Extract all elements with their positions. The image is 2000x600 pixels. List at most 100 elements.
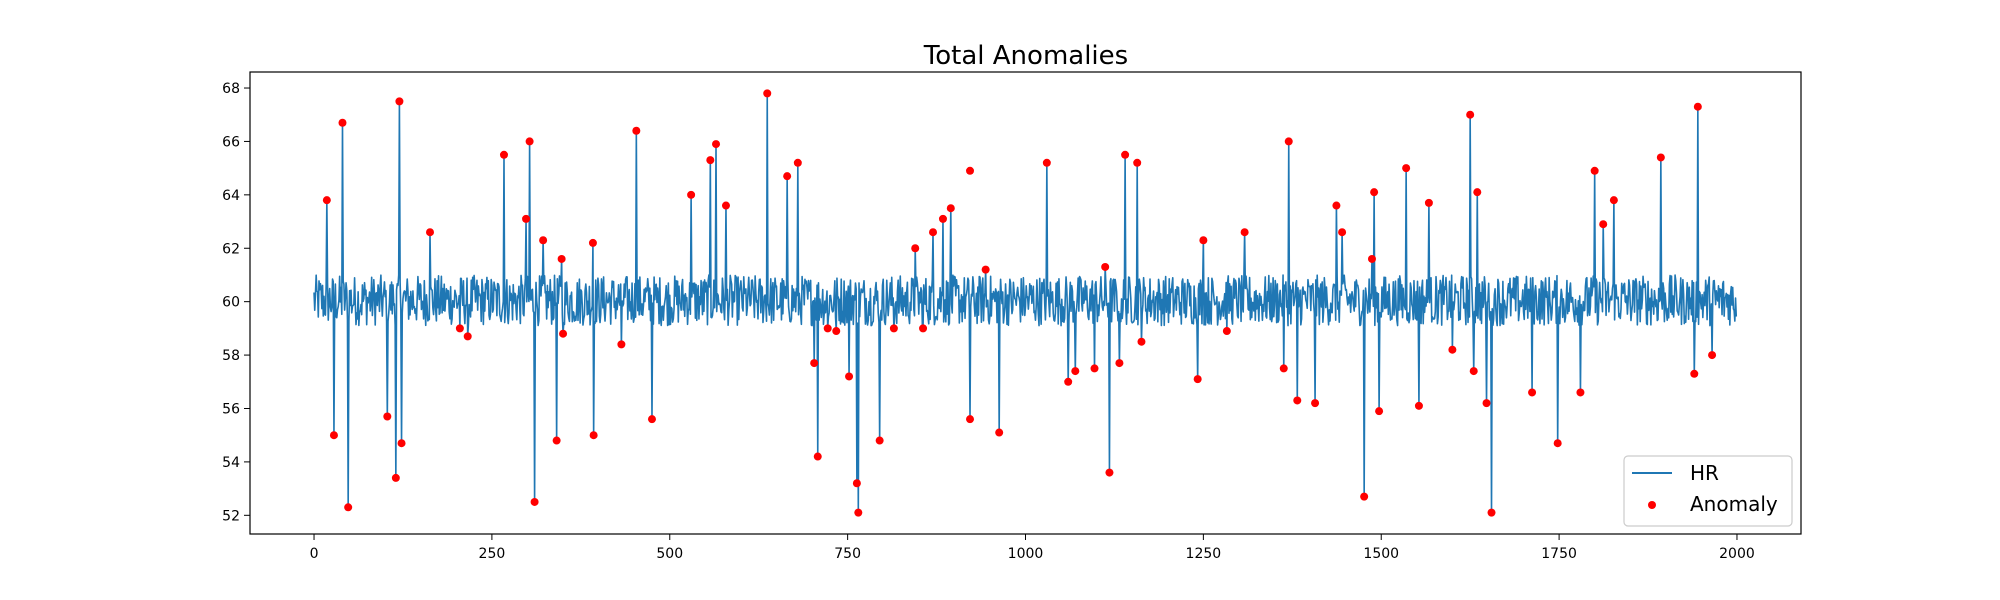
anomaly-point xyxy=(1482,399,1491,408)
anomaly-point xyxy=(522,214,531,223)
anomaly-point xyxy=(1338,228,1347,237)
anomaly-point xyxy=(1090,364,1099,373)
legend-hr-label: HR xyxy=(1690,461,1719,485)
anomaly-point xyxy=(946,204,955,213)
anomaly-point xyxy=(783,172,792,181)
y-tick-label: 60 xyxy=(222,295,240,311)
anomaly-point xyxy=(981,265,990,274)
anomaly-point xyxy=(1105,468,1114,477)
x-tick-label: 0 xyxy=(310,546,319,562)
anomaly-point xyxy=(1599,220,1608,229)
anomaly-point xyxy=(712,140,721,149)
anomaly-point xyxy=(1115,359,1124,368)
anomaly-point xyxy=(1656,153,1665,162)
anomaly-point xyxy=(1101,262,1110,271)
anomaly-point xyxy=(383,412,392,421)
anomaly-point xyxy=(966,415,975,424)
anomaly-point xyxy=(1360,492,1369,501)
anomaly-point xyxy=(845,372,854,381)
anomaly-point xyxy=(1064,377,1073,386)
anomaly-point xyxy=(1553,439,1562,448)
y-tick-label: 66 xyxy=(222,134,240,150)
anomaly-point xyxy=(1576,388,1585,397)
anomaly-point xyxy=(1222,327,1231,336)
anomaly-point xyxy=(832,327,841,336)
anomaly-point xyxy=(322,196,331,205)
anomaly-point xyxy=(721,201,730,210)
anomaly-point xyxy=(463,332,472,341)
y-tick-label: 54 xyxy=(222,455,240,471)
y-tick-label: 68 xyxy=(222,81,240,97)
anomaly-point xyxy=(1473,188,1482,197)
anomaly-point xyxy=(525,137,534,146)
x-tick-label: 1750 xyxy=(1541,546,1577,562)
anomaly-point xyxy=(1708,351,1717,360)
anomaly-point xyxy=(539,236,548,245)
hr-line-layer xyxy=(313,92,1738,514)
anomaly-point xyxy=(552,436,561,445)
y-tick-label: 56 xyxy=(222,401,240,417)
y-tick-label: 58 xyxy=(222,348,240,364)
anomaly-point xyxy=(344,503,353,512)
anomaly-point xyxy=(763,89,772,98)
y-axis: 52 54 56 58 60 62 64 66 68 xyxy=(222,81,250,524)
anomaly-point xyxy=(1466,110,1475,119)
y-tick-label: 52 xyxy=(222,508,240,524)
anomaly-point xyxy=(1402,164,1411,173)
anomaly-point xyxy=(329,431,338,440)
anomaly-point xyxy=(1469,367,1478,376)
x-tick-label: 500 xyxy=(656,546,683,562)
anomaly-point xyxy=(338,118,347,127)
anomaly-point xyxy=(1284,137,1293,146)
anomaly-point xyxy=(810,359,819,368)
anomaly-point xyxy=(1071,367,1080,376)
legend: HR Anomaly xyxy=(1623,455,1793,527)
anomaly-point xyxy=(499,150,508,159)
x-tick-label: 1000 xyxy=(1008,546,1044,562)
anomaly-point xyxy=(426,228,434,237)
anomaly-point xyxy=(1279,364,1288,373)
anomaly-point xyxy=(1487,508,1496,517)
y-tick-label: 64 xyxy=(222,188,240,204)
anomaly-point xyxy=(455,324,464,333)
anomaly-point xyxy=(1424,198,1433,207)
anomaly-point xyxy=(1367,254,1376,263)
anomaly-point xyxy=(1293,396,1302,405)
legend-anomaly-label: Anomaly xyxy=(1690,492,1778,516)
anomaly-point xyxy=(852,479,861,488)
anomaly-point xyxy=(793,158,802,167)
anomaly-point xyxy=(966,166,975,175)
anomaly-point xyxy=(823,324,832,333)
anomaly-point xyxy=(1590,166,1599,175)
anomaly-point xyxy=(889,324,898,333)
anomaly-point xyxy=(1693,102,1702,111)
anomaly-point xyxy=(391,473,400,482)
x-tick-label: 1250 xyxy=(1186,546,1222,562)
anomaly-point xyxy=(1414,401,1423,410)
anomaly-point xyxy=(1448,345,1457,354)
anomaly-point xyxy=(706,156,715,165)
anomaly-point xyxy=(557,254,566,263)
anomaly-point xyxy=(911,244,920,253)
anomaly-point xyxy=(397,439,406,448)
anomaly-point xyxy=(1375,407,1384,416)
anomaly-point xyxy=(395,97,404,106)
chart-title: Total Anomalies xyxy=(923,41,1128,71)
x-tick-label: 1500 xyxy=(1363,546,1399,562)
anomaly-point xyxy=(589,431,598,440)
anomaly-point xyxy=(1690,369,1699,378)
anomaly-point xyxy=(1332,201,1341,210)
anomaly-point xyxy=(1042,158,1051,167)
anomaly-point xyxy=(919,324,928,333)
anomaly-point xyxy=(929,228,938,237)
anomaly-point xyxy=(1199,236,1208,245)
anomaly-point xyxy=(854,508,863,517)
hr-series-line xyxy=(313,92,1738,514)
anomaly-point xyxy=(1528,388,1537,397)
x-tick-label: 250 xyxy=(479,546,506,562)
anomaly-point xyxy=(1609,196,1618,205)
x-axis: 0 250 500 750 1000 1250 1500 1750 2000 xyxy=(310,534,1755,562)
anomaly-point xyxy=(813,452,822,461)
x-tick-label: 2000 xyxy=(1719,546,1755,562)
anomaly-point xyxy=(1133,158,1142,167)
